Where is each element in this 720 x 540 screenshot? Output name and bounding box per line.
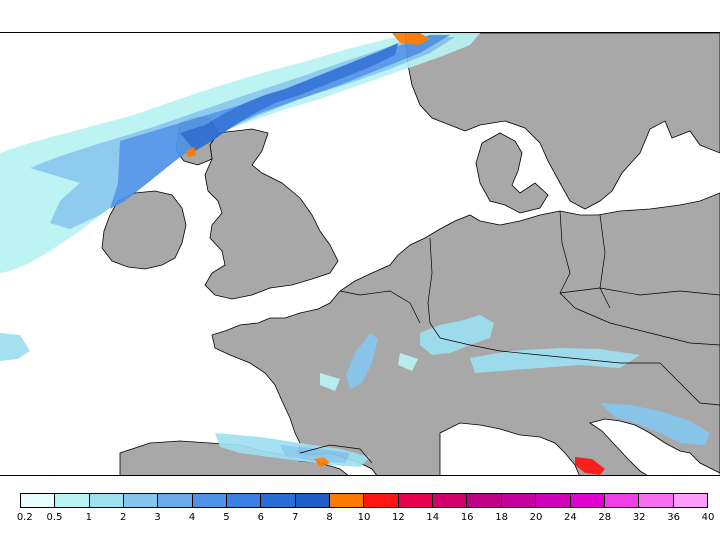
country-borders — [299, 210, 720, 464]
land-scandinavia — [404, 33, 720, 210]
legend-tick-label: 16 — [460, 512, 474, 523]
precipitation-map — [0, 32, 720, 476]
precipitation-layer — [0, 33, 710, 475]
legend-tick-label: 12 — [392, 512, 405, 523]
legend-tick-label: 4 — [188, 512, 196, 523]
legend-tick-label: 40 — [701, 512, 715, 523]
legend-tick-label: 1 — [85, 512, 92, 523]
legend-tick-label: 14 — [426, 512, 440, 523]
legend-swatch — [158, 494, 193, 507]
legend-swatch — [55, 494, 90, 507]
legend-swatch — [398, 494, 434, 507]
legend-tick-label: 32 — [632, 512, 646, 523]
legend-swatch — [536, 494, 571, 507]
legend-swatch — [467, 494, 502, 507]
legend-tick-label: 7 — [292, 512, 299, 523]
legend-tick-label: 8 — [326, 512, 333, 523]
legend-tick-label: 0.2 — [16, 512, 33, 523]
map-canvas — [0, 33, 720, 475]
sea-adriatic — [589, 418, 720, 475]
land-denmark — [475, 132, 549, 214]
legend-swatch — [295, 494, 331, 507]
land-great-britain — [204, 128, 339, 300]
legend-swatch — [124, 494, 159, 507]
land-ireland — [101, 190, 187, 270]
legend-tick-label: 6 — [257, 512, 264, 523]
legend-swatch — [330, 494, 365, 507]
legend-swatch — [227, 494, 262, 507]
legend-swatch — [364, 494, 399, 507]
legend-swatch — [433, 494, 468, 507]
legend-tick-label: 36 — [667, 512, 680, 523]
legend-tick-label: 0.5 — [46, 512, 63, 523]
legend-swatch — [192, 494, 228, 507]
legend-swatch — [570, 494, 605, 507]
legend-tick-label: 18 — [495, 512, 508, 523]
legend-tick-label: 2 — [120, 512, 127, 523]
legend-tick-label: 5 — [223, 512, 230, 523]
precipitation-legend: 0.2 0.5 1 2 3 4 5 6 7 8 10 12 14 16 18 20 24 28 32 36 40 — [16, 493, 714, 533]
legend-swatch — [21, 494, 56, 507]
legend-tick-label: 10 — [357, 512, 371, 523]
legend-swatch — [673, 494, 707, 507]
legend-swatch — [501, 494, 537, 507]
sea-tyrrhenian — [439, 422, 580, 475]
legend-tick-label: 3 — [154, 512, 161, 523]
legend-tick-label: 20 — [529, 512, 543, 523]
legend-swatch — [89, 494, 125, 507]
legend-swatch — [639, 494, 674, 507]
legend-swatch — [604, 494, 640, 507]
legend-swatch — [261, 494, 296, 507]
legend-color-bar — [20, 493, 708, 508]
legend-tick-label: 24 — [564, 512, 577, 523]
legend-tick-label: 28 — [598, 512, 612, 523]
